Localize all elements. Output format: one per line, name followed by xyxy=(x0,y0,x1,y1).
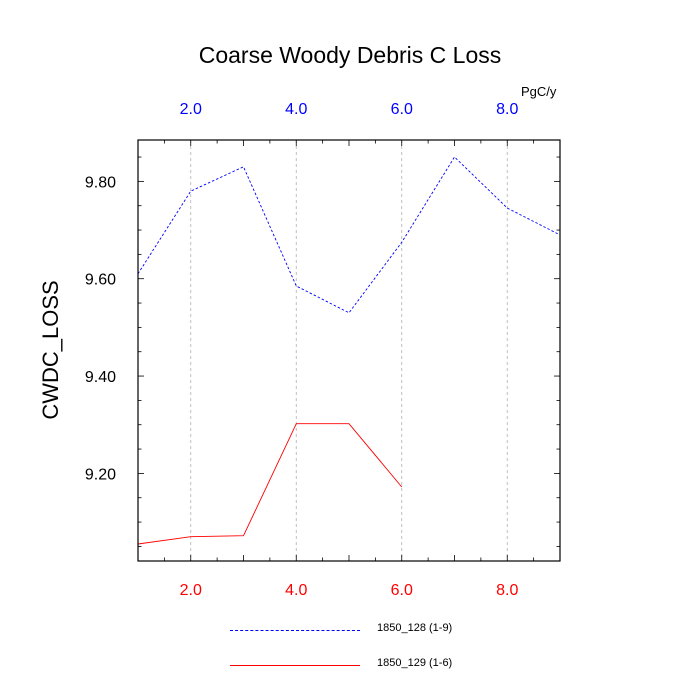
x-tick-label-top: 8.0 xyxy=(496,101,518,118)
legend-entry-1850-128: 1850_128 (1-9) xyxy=(230,615,530,650)
chart-title: Coarse Woody Debris C Loss xyxy=(198,42,502,68)
legend-swatch-dashed xyxy=(230,630,360,631)
x-tick-label-bottom: 8.0 xyxy=(496,582,518,599)
x-tick-label-top: 6.0 xyxy=(391,101,413,118)
y-tick-label: 9.60 xyxy=(85,272,116,289)
plot-frame xyxy=(137,139,561,562)
y-tick-label: 9.40 xyxy=(85,369,116,386)
legend-label-1850-129: 1850_129 (1-6) xyxy=(377,657,453,669)
series-line-0 xyxy=(137,156,561,314)
series-line-1 xyxy=(137,423,403,545)
legend-label-1850-128: 1850_128 (1-9) xyxy=(377,622,453,634)
y-tick-label: 9.20 xyxy=(85,466,116,483)
y-tick-label: 9.80 xyxy=(85,174,116,191)
x-tick-label-bottom: 2.0 xyxy=(180,582,202,599)
x-tick-label-top: 4.0 xyxy=(285,101,307,118)
legend-entry-1850-129: 1850_129 (1-6) xyxy=(230,650,530,685)
legend-swatch-solid xyxy=(230,665,360,666)
units-label: PgC/y xyxy=(521,84,557,99)
legend: 1850_128 (1-9) 1850_129 (1-6) xyxy=(230,615,530,685)
x-tick-label-bottom: 6.0 xyxy=(391,582,413,599)
x-tick-label-bottom: 4.0 xyxy=(285,582,307,599)
x-tick-label-top: 2.0 xyxy=(180,101,202,118)
